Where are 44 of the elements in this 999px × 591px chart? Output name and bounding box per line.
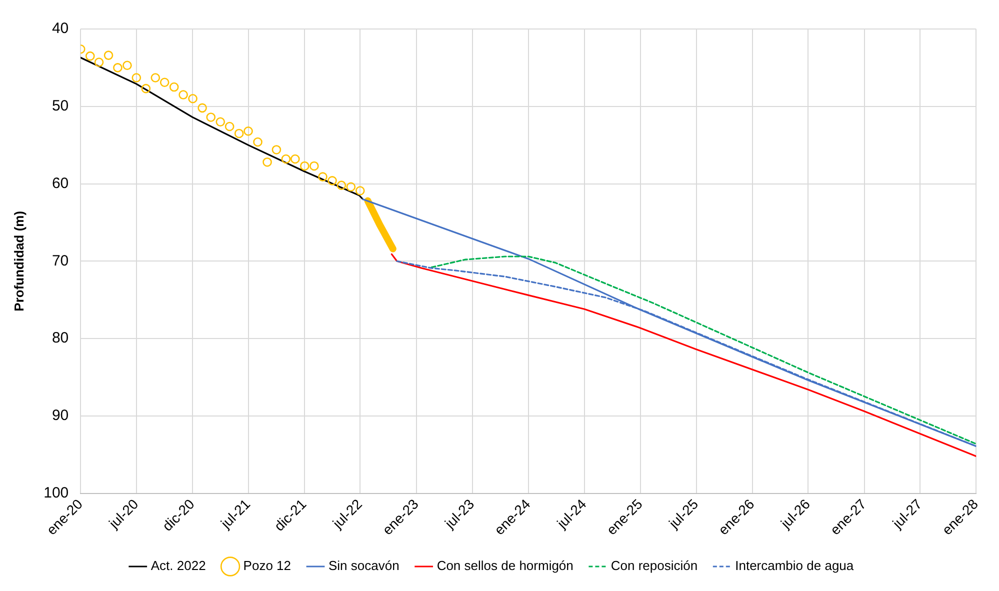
point (234, 128, 244, 138)
point (216, 117, 226, 127)
point (336, 180, 346, 190)
y-tick-label: 70 (52, 252, 69, 270)
point (281, 154, 291, 164)
y-tick-label: 80 (52, 330, 69, 347)
point (132, 73, 142, 82)
legend-label: Act. 2022 (150, 558, 206, 574)
point (150, 73, 160, 82)
point (113, 63, 122, 72)
point (141, 84, 151, 94)
point (160, 78, 170, 88)
legend-label: Pozo 12 (243, 558, 291, 574)
point (104, 50, 114, 60)
point (346, 182, 356, 192)
legend-label: Intercambio de agua (735, 558, 854, 574)
point (253, 137, 262, 147)
point (224, 122, 234, 132)
y-axis-title: Profundidad (m) (11, 210, 26, 312)
legend-label: Con sellos de hormigón (436, 558, 574, 574)
point (262, 157, 272, 167)
point (290, 154, 300, 164)
point (169, 82, 179, 92)
y-tick-label: 100 (44, 484, 69, 502)
y-tick-label: 90 (52, 407, 69, 424)
point (244, 126, 253, 136)
point (318, 172, 328, 182)
point (122, 60, 132, 70)
y-tick-label: 50 (52, 98, 69, 115)
point (272, 145, 282, 154)
legend-label: Sin socavón (328, 558, 400, 574)
y-tick-label: 40 (52, 20, 69, 38)
point (188, 94, 198, 104)
point (94, 58, 104, 67)
point (328, 176, 337, 186)
point (355, 186, 365, 196)
point (178, 90, 188, 100)
point (300, 161, 310, 171)
point (85, 51, 95, 61)
point (310, 161, 319, 171)
point (206, 112, 216, 122)
point (198, 103, 207, 113)
y-tick-label: 60 (52, 174, 69, 192)
legend-label: Con reposición (610, 558, 698, 574)
